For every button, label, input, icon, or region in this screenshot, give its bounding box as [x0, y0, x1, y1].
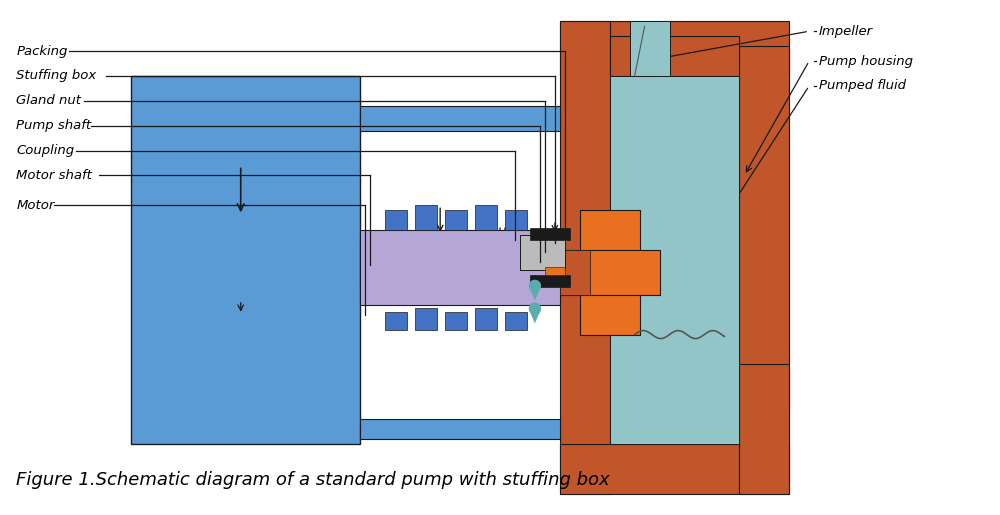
- FancyBboxPatch shape: [530, 228, 570, 240]
- FancyBboxPatch shape: [415, 308, 437, 330]
- Polygon shape: [530, 311, 540, 322]
- FancyBboxPatch shape: [630, 21, 670, 76]
- FancyBboxPatch shape: [739, 46, 789, 414]
- FancyBboxPatch shape: [131, 76, 360, 444]
- FancyBboxPatch shape: [360, 245, 560, 285]
- Text: Motor: Motor: [16, 199, 55, 212]
- FancyBboxPatch shape: [385, 312, 407, 330]
- Polygon shape: [530, 288, 540, 300]
- FancyBboxPatch shape: [610, 76, 739, 444]
- Text: Packing: Packing: [16, 45, 68, 58]
- Text: Gland nut: Gland nut: [16, 94, 81, 107]
- FancyBboxPatch shape: [360, 230, 560, 305]
- FancyBboxPatch shape: [545, 267, 565, 275]
- FancyBboxPatch shape: [560, 21, 610, 494]
- FancyBboxPatch shape: [415, 205, 437, 230]
- FancyBboxPatch shape: [505, 312, 527, 330]
- FancyBboxPatch shape: [475, 308, 497, 330]
- FancyBboxPatch shape: [505, 210, 527, 230]
- FancyBboxPatch shape: [445, 312, 467, 330]
- FancyBboxPatch shape: [385, 210, 407, 230]
- Text: Pumped fluid: Pumped fluid: [819, 79, 906, 92]
- Text: Pump housing: Pump housing: [819, 55, 913, 67]
- FancyBboxPatch shape: [560, 21, 789, 76]
- FancyBboxPatch shape: [560, 250, 590, 295]
- Text: Stuffing box: Stuffing box: [16, 70, 97, 82]
- FancyBboxPatch shape: [560, 250, 660, 295]
- FancyBboxPatch shape: [739, 365, 789, 494]
- Circle shape: [529, 303, 540, 314]
- FancyBboxPatch shape: [445, 210, 467, 230]
- Text: Impeller: Impeller: [819, 25, 873, 38]
- FancyBboxPatch shape: [520, 235, 565, 270]
- FancyBboxPatch shape: [360, 106, 560, 131]
- Text: Pump shaft: Pump shaft: [16, 119, 91, 132]
- FancyBboxPatch shape: [360, 419, 560, 439]
- Circle shape: [529, 280, 540, 291]
- FancyBboxPatch shape: [530, 275, 570, 287]
- FancyBboxPatch shape: [475, 205, 497, 230]
- FancyBboxPatch shape: [580, 210, 640, 335]
- Text: Coupling: Coupling: [16, 144, 74, 157]
- FancyBboxPatch shape: [560, 444, 789, 494]
- Text: Motor shaft: Motor shaft: [16, 169, 92, 182]
- Text: Figure 1.Schematic diagram of a standard pump with stuffing box: Figure 1.Schematic diagram of a standard…: [16, 471, 610, 489]
- FancyBboxPatch shape: [610, 36, 739, 76]
